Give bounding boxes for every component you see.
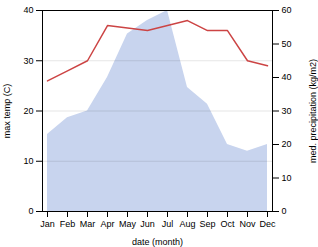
svg-text:max temp (C): max temp (C) — [2, 84, 12, 139]
svg-text:Jun: Jun — [140, 219, 155, 229]
svg-text:Aug: Aug — [179, 219, 195, 229]
svg-text:40: 40 — [282, 72, 292, 82]
svg-text:Feb: Feb — [60, 219, 76, 229]
svg-text:Nov: Nov — [239, 219, 256, 229]
svg-text:60: 60 — [282, 5, 292, 15]
svg-text:Mar: Mar — [80, 219, 96, 229]
svg-text:Sep: Sep — [199, 219, 215, 229]
svg-text:50: 50 — [282, 39, 292, 49]
svg-text:0: 0 — [28, 206, 33, 216]
svg-text:Jul: Jul — [162, 219, 174, 229]
svg-text:Jan: Jan — [40, 219, 55, 229]
svg-text:10: 10 — [23, 156, 33, 166]
svg-text:date (month): date (month) — [132, 237, 183, 247]
svg-text:40: 40 — [23, 5, 33, 15]
svg-text:med. precipitation (kg/m2): med. precipitation (kg/m2) — [308, 59, 318, 163]
svg-text:Apr: Apr — [100, 219, 114, 229]
svg-text:Oct: Oct — [220, 219, 235, 229]
svg-text:Dec: Dec — [259, 219, 276, 229]
svg-text:20: 20 — [23, 106, 33, 116]
svg-text:30: 30 — [282, 106, 292, 116]
svg-text:10: 10 — [282, 173, 292, 183]
svg-text:20: 20 — [282, 139, 292, 149]
svg-text:May: May — [119, 219, 137, 229]
svg-text:0: 0 — [282, 206, 287, 216]
svg-text:30: 30 — [23, 56, 33, 66]
